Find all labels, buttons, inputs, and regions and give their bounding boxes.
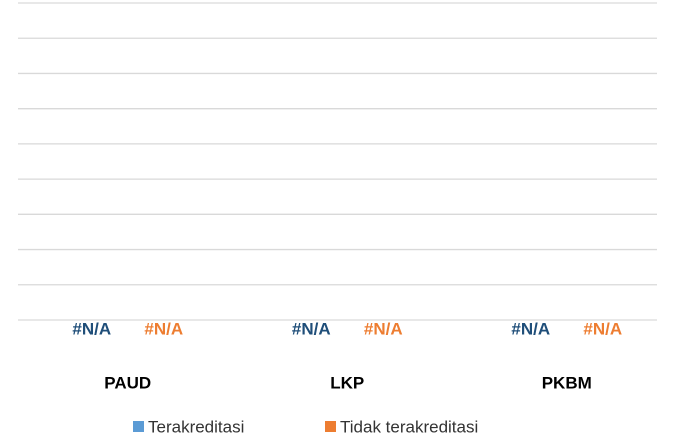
- legend-swatch: [133, 421, 144, 432]
- data-label: #N/A: [583, 319, 622, 338]
- legend-swatch: [325, 421, 336, 432]
- data-label: #N/A: [144, 319, 183, 338]
- data-label: #N/A: [72, 319, 111, 338]
- x-tick-label: PKBM: [542, 373, 592, 392]
- data-label: #N/A: [511, 319, 550, 338]
- x-tick-label: LKP: [330, 373, 364, 392]
- data-label: #N/A: [292, 319, 331, 338]
- legend-label: Tidak terakreditasi: [340, 417, 478, 436]
- x-tick-label: PAUD: [104, 373, 151, 392]
- data-label: #N/A: [364, 319, 403, 338]
- legend-label: Terakreditasi: [148, 417, 244, 436]
